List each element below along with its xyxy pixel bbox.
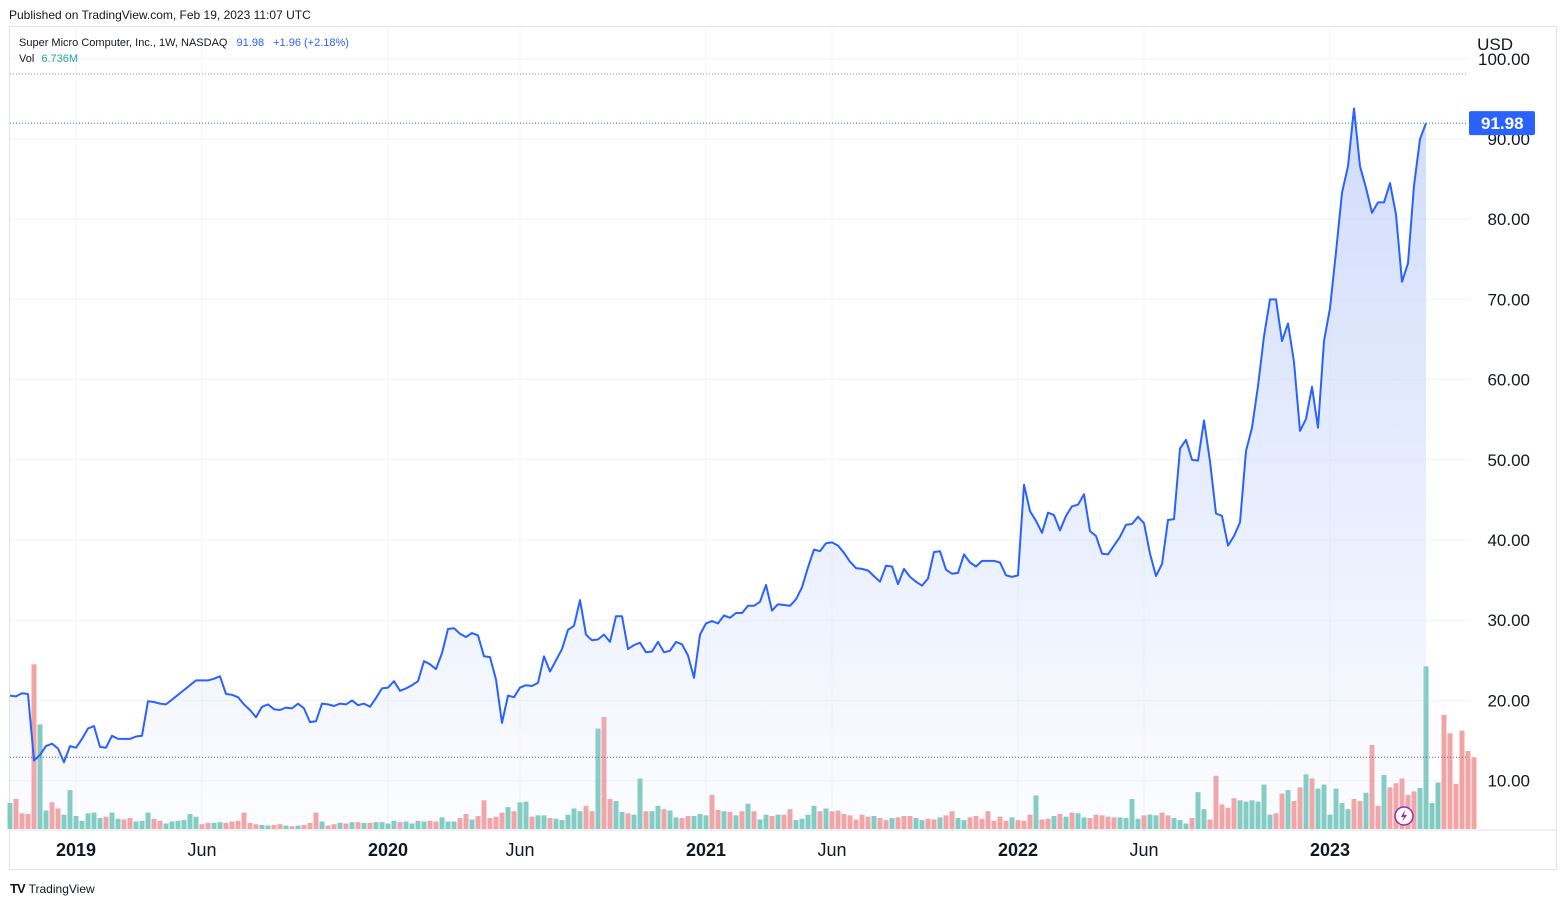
chart-frame — [9, 26, 1557, 870]
volume-bar — [31, 664, 37, 829]
volume-bar — [1435, 782, 1441, 829]
x-tick-label: Jun — [505, 840, 534, 860]
last-price-label: 91.98 — [1481, 114, 1524, 133]
published-note: Published on TradingView.com, Feb 19, 20… — [9, 8, 311, 22]
change-value: +1.96 (+2.18%) — [273, 37, 349, 49]
y-tick-label: 70.00 — [1487, 290, 1530, 309]
volume-bar — [1471, 757, 1477, 829]
x-tick-label: 2022 — [998, 840, 1038, 860]
x-tick-label: 2019 — [56, 840, 96, 860]
y-tick-label: 30.00 — [1487, 611, 1530, 630]
volume-bar — [1447, 733, 1453, 829]
volume-label: Vol — [19, 53, 35, 65]
time-axis: 2019 Jun 2020 Jun 2021 Jun 2022 Jun 2023 — [56, 840, 1350, 860]
last-value: 91.98 — [236, 37, 265, 49]
volume-bar — [1459, 730, 1465, 829]
y-tick-label: 60.00 — [1487, 371, 1530, 390]
x-tick-label: Jun — [1129, 840, 1158, 860]
symbol-title: Super Micro Computer, Inc., 1W, NASDAQ — [19, 37, 228, 49]
currency-label[interactable]: USD — [1477, 35, 1513, 54]
chart-legend: Super Micro Computer, Inc., 1W, NASDAQ 9… — [19, 35, 349, 67]
volume-bar — [1465, 751, 1471, 829]
y-tick-label: 10.00 — [1487, 772, 1530, 791]
brand-name: TradingView — [28, 881, 95, 896]
lightning-icon[interactable] — [1394, 806, 1414, 826]
volume-bar — [1429, 803, 1435, 829]
volume-bar — [1441, 714, 1447, 829]
x-tick-label: 2023 — [1310, 840, 1350, 860]
footer-brand[interactable]: TV TradingView — [10, 881, 95, 896]
volume-value: 6.736M — [41, 53, 79, 65]
x-tick-label: Jun — [817, 840, 846, 860]
y-tick-label: 40.00 — [1487, 531, 1530, 550]
price-axis: 100.0090.0080.0070.0060.0050.0040.0030.0… — [1478, 50, 1530, 791]
y-tick-label: 100.00 — [1478, 50, 1530, 69]
y-tick-label: 50.00 — [1487, 451, 1530, 470]
tradingview-logo-icon: TV — [10, 881, 26, 896]
price-line — [9, 107, 1427, 764]
price-area — [10, 108, 1426, 829]
y-tick-label: 20.00 — [1487, 691, 1530, 710]
last-price-badge: 91.98 — [1469, 111, 1535, 136]
x-tick-label: 2021 — [686, 840, 726, 860]
volume-bar — [1453, 783, 1459, 829]
x-tick-label: 2020 — [368, 840, 408, 860]
y-tick-label: 80.00 — [1487, 210, 1530, 229]
x-tick-label: Jun — [187, 840, 216, 860]
